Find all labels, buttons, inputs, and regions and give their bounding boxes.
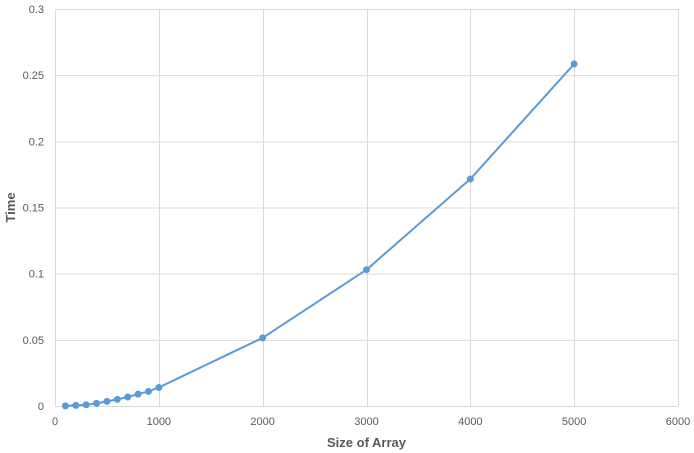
x-tick-label: 2000 xyxy=(250,416,274,428)
y-axis-ticks: 0 0.05 0.1 0.15 0.2 0.25 0.3 xyxy=(23,4,44,413)
y-tick-label: 0.25 xyxy=(23,70,44,82)
data-point xyxy=(103,397,111,405)
x-tick-label: 3000 xyxy=(354,416,378,428)
data-point xyxy=(82,401,90,409)
x-tick-label: 6000 xyxy=(666,416,690,428)
data-point xyxy=(61,402,69,410)
y-tick-label: 0.1 xyxy=(29,269,44,281)
x-axis-title: Size of Array xyxy=(327,435,407,450)
data-point xyxy=(93,399,101,407)
x-axis-ticks: 0 1000 2000 3000 4000 5000 6000 xyxy=(52,416,690,428)
series-line xyxy=(64,62,576,407)
y-tick-label: 0.3 xyxy=(29,4,44,16)
x-tick-label: 0 xyxy=(52,416,58,428)
y-tick-label: 0.15 xyxy=(23,203,44,215)
series-layer xyxy=(61,60,578,410)
y-tick-label: 0 xyxy=(38,401,44,413)
data-point xyxy=(113,395,121,403)
data-point xyxy=(259,334,267,342)
x-tick-label: 5000 xyxy=(562,416,586,428)
x-tick-label: 4000 xyxy=(458,416,482,428)
y-axis-title: Time xyxy=(3,192,18,222)
y-tick-label: 0.05 xyxy=(23,335,44,347)
data-point xyxy=(134,390,142,398)
data-point xyxy=(570,60,578,68)
data-point xyxy=(72,401,80,409)
x-tick-label: 1000 xyxy=(147,416,171,428)
data-point xyxy=(144,387,152,395)
data-point xyxy=(155,383,163,391)
data-point xyxy=(363,266,370,274)
y-tick-label: 0.2 xyxy=(29,136,44,148)
grid-layer xyxy=(55,9,679,407)
data-point xyxy=(124,393,132,401)
data-point xyxy=(466,175,474,183)
